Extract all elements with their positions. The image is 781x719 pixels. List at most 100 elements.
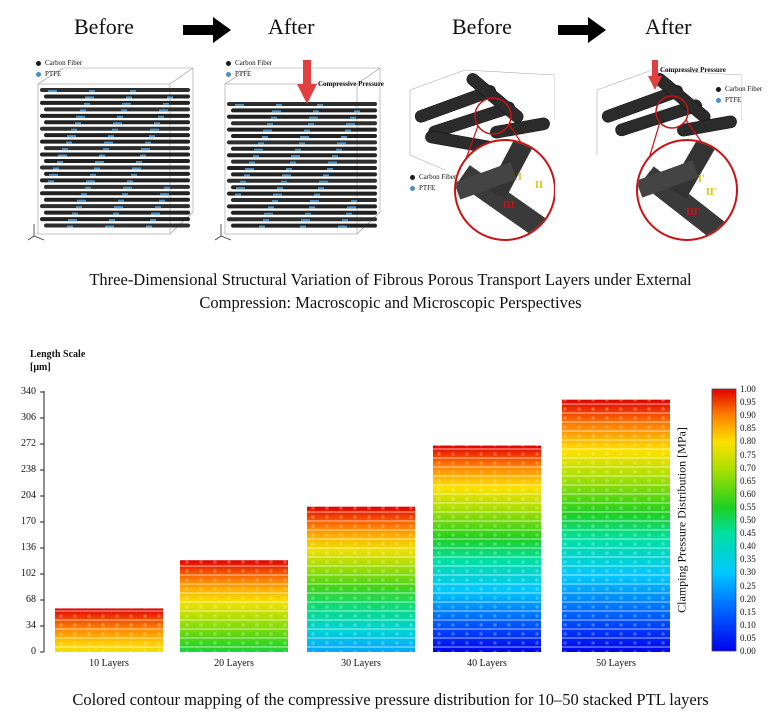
- y-tick-label: 170: [21, 516, 36, 527]
- contour-bar-texture-1: [55, 608, 163, 652]
- ptfe-particle: [275, 110, 281, 113]
- y-tick-label: 272: [21, 438, 36, 449]
- ptfe-particle: [313, 200, 319, 202]
- ptfe-particle: [135, 167, 141, 170]
- legend-micro-before: Carbon Fiber PTFE: [410, 172, 456, 194]
- fiber-strand: [231, 159, 377, 164]
- fiber-strand: [40, 139, 190, 144]
- ptfe-particle: [341, 136, 347, 138]
- ptfe-particle: [51, 90, 57, 92]
- ptfe-particle: [109, 219, 115, 222]
- ptfe-particle: [118, 199, 124, 202]
- y-axis-title-line1: Length Scale: [30, 349, 86, 360]
- ptfe-particle: [313, 110, 319, 113]
- macro-structure-before: [28, 67, 194, 241]
- ptfe-particle: [125, 102, 131, 105]
- ptfe-particle: [113, 212, 119, 215]
- ptfe-particle: [99, 154, 105, 157]
- ptfe-particle: [130, 90, 136, 92]
- ptfe-particle: [103, 148, 109, 151]
- colorbar-tick-label: 0.25: [740, 580, 756, 591]
- ptfe-particle: [76, 206, 82, 209]
- fiber-strand: [40, 191, 190, 196]
- ptfe-particle: [48, 180, 54, 183]
- top-caption: Three-Dimensional Structural Variation o…: [0, 268, 781, 314]
- region-ii-prime-label: II': [706, 187, 717, 198]
- top-caption-line2: Compression: Macroscopic and Microscopic…: [199, 293, 582, 312]
- y-tick-label: 306: [21, 412, 36, 423]
- ptfe-particle: [155, 206, 161, 209]
- fiber-strand: [227, 166, 377, 170]
- ptfe-particle: [126, 96, 132, 99]
- ptfe-particle: [350, 206, 356, 209]
- ptfe-particle: [354, 110, 360, 113]
- fiber-strand: [44, 184, 190, 189]
- y-tick-label: 204: [21, 490, 36, 501]
- colorbar-tick-label: 0.00: [740, 646, 756, 656]
- colorbar-tick-label: 0.15: [740, 606, 756, 617]
- contour-bar-texture-5: [562, 399, 670, 652]
- ptfe-particle: [317, 104, 323, 106]
- fiber-strand: [231, 108, 377, 113]
- ptfe-particle: [127, 180, 133, 183]
- ptfe-particle: [90, 173, 96, 176]
- fiber-strand: [231, 172, 377, 177]
- ptfe-particle: [285, 174, 291, 177]
- region-i-label: I: [518, 172, 522, 183]
- ptfe-particle: [346, 212, 352, 215]
- ptfe-particle: [80, 109, 86, 112]
- ptfe-particle: [121, 109, 127, 112]
- ptfe-particle: [71, 128, 77, 131]
- ptfe-particle: [305, 212, 311, 215]
- ptfe-particle: [66, 141, 72, 144]
- ptfe-particle: [340, 142, 346, 145]
- ptfe-particle: [72, 212, 78, 215]
- y-tick-label: 0: [31, 646, 36, 657]
- ptfe-particle: [322, 180, 328, 183]
- ptfe-particle: [89, 180, 95, 183]
- ptfe-particle: [122, 193, 128, 196]
- colorbar-tick-label: 0.90: [740, 410, 756, 421]
- ptfe-particle: [79, 115, 85, 118]
- x-category-label: 20 Layers: [214, 658, 254, 669]
- colorbar-tick-label: 0.35: [740, 554, 756, 565]
- ptfe-particle: [351, 200, 357, 202]
- macro-structure-after: [215, 67, 381, 241]
- ptfe-particle: [107, 141, 113, 144]
- x-category-label: 10 Layers: [89, 658, 129, 669]
- ptfe-particle: [140, 154, 146, 157]
- ptfe-particle: [262, 136, 268, 138]
- colorbar-tick-label: 0.55: [740, 501, 756, 512]
- ptfe-particle: [349, 123, 355, 126]
- colorbar: [711, 388, 737, 652]
- ptfe-particle: [240, 180, 246, 183]
- colorbar-tick-label: 0.70: [740, 462, 756, 473]
- colorbar-tick-label: 0.50: [740, 515, 756, 525]
- ptfe-particle: [136, 161, 142, 163]
- colorbar-tick-label: 0.85: [740, 423, 756, 434]
- ptfe-particle: [295, 148, 301, 151]
- compressive-pressure-label-macro: Compressive Pressure: [318, 80, 384, 88]
- ptfe-particle: [238, 104, 244, 106]
- ptfe-particle: [144, 148, 150, 151]
- legend-micro-after: Carbon Fiber PTFE: [716, 84, 762, 106]
- colorbar-tick-label: 1.00: [740, 384, 756, 394]
- ptfe-particle: [248, 168, 254, 170]
- ptfe-particle: [75, 122, 81, 125]
- ptfe-particle: [52, 173, 58, 176]
- ptfe-particle: [57, 161, 63, 163]
- region-ii-label: II: [535, 180, 543, 191]
- ptfe-particle: [281, 180, 287, 183]
- ptfe-particle: [62, 148, 68, 151]
- ptfe-particle: [345, 129, 351, 132]
- region-iii-prime-label: III': [686, 207, 701, 218]
- region-iii-label: III: [503, 200, 515, 211]
- y-axis-title: Length Scale [μm]: [30, 348, 85, 374]
- ptfe-particle: [98, 161, 104, 163]
- colorbar-tick-label: 0.20: [740, 593, 756, 604]
- fiber-strand: [40, 100, 190, 105]
- x-category-label: 40 Layers: [467, 658, 507, 669]
- fiber-strand: [227, 178, 377, 183]
- ptfe-particle: [272, 200, 278, 202]
